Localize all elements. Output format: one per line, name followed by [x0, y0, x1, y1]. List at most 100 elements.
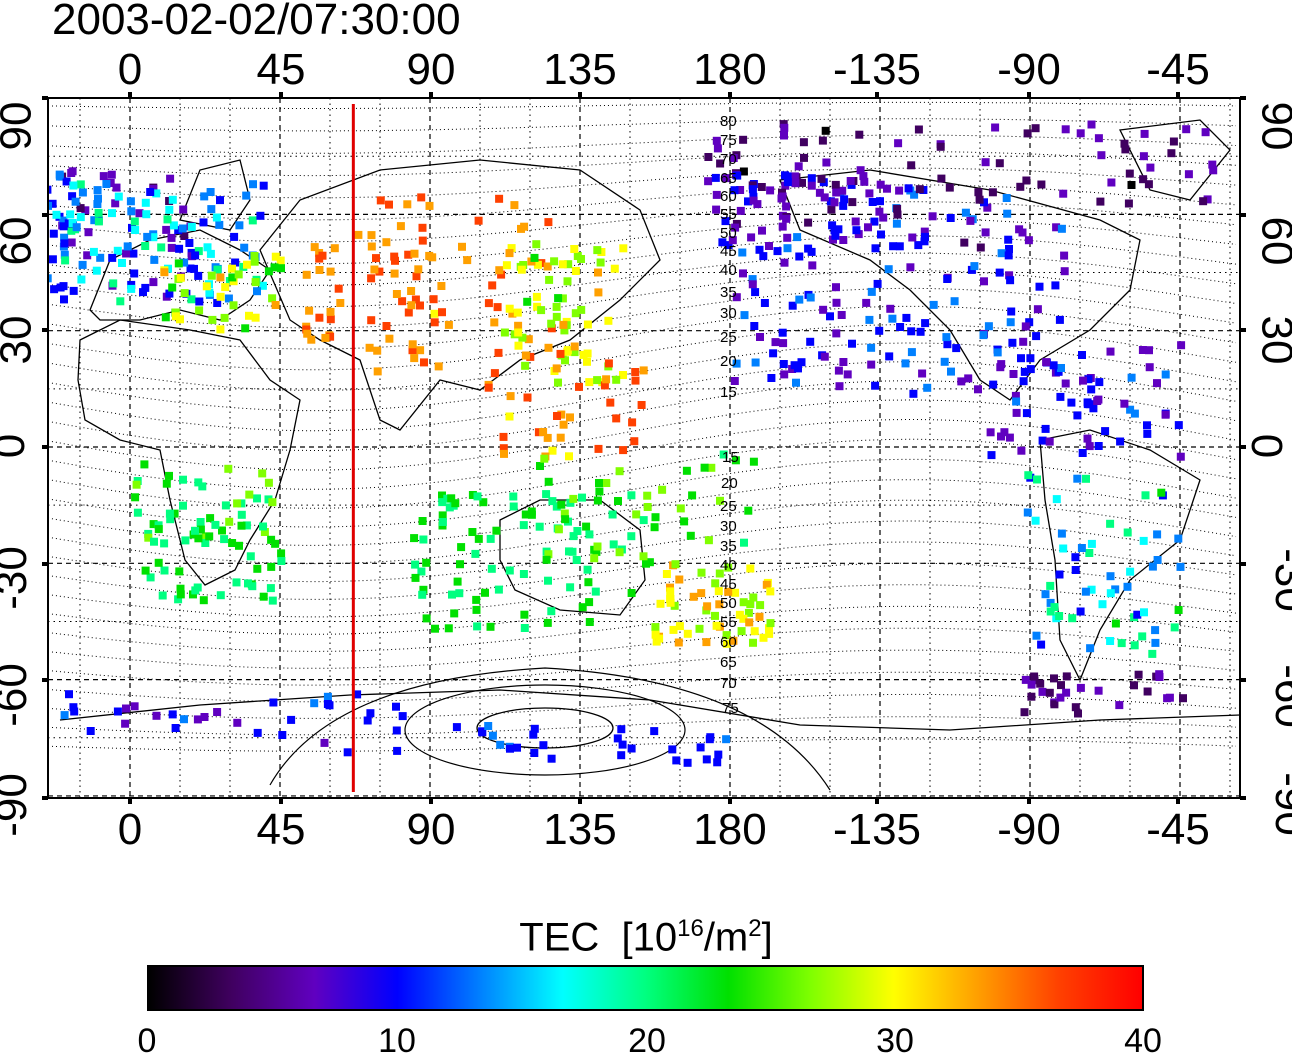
tec-cell [1184, 170, 1193, 179]
tec-cell [68, 192, 77, 201]
tec-cell [102, 180, 111, 188]
tec-cell [410, 249, 419, 258]
tec-cell [535, 522, 544, 531]
tec-cell [167, 243, 176, 252]
tec-cell [819, 305, 828, 314]
tec-cell [712, 621, 721, 630]
frame-tick [42, 562, 48, 566]
tec-cell [444, 320, 453, 329]
tec-cell [143, 232, 152, 241]
tec-cell [199, 218, 208, 227]
tec-cell [1067, 398, 1076, 407]
tec-cell [1094, 442, 1103, 450]
tec-cell [974, 188, 983, 197]
tec-cell [730, 377, 739, 385]
top-lon-tick: 135 [543, 45, 617, 94]
tec-cell [617, 751, 626, 760]
tec-cell [604, 359, 613, 368]
tec-cell [1106, 589, 1115, 598]
tec-cell [493, 303, 502, 312]
tec-cell [514, 341, 523, 350]
tec-cell [988, 188, 997, 197]
tec-cell [146, 188, 155, 196]
tec-cell [740, 538, 748, 547]
tec-cell [582, 522, 591, 531]
tec-cell [894, 139, 903, 148]
tec-cell [176, 315, 184, 324]
tec-cell [901, 359, 910, 368]
tec-cell [510, 201, 519, 210]
tec-cell [1005, 245, 1013, 253]
tec-cell [264, 478, 273, 487]
tec-cell [113, 707, 122, 716]
tec-cell [417, 567, 426, 576]
tec-cell [630, 437, 639, 446]
tec-cell [645, 558, 654, 567]
bottom-lon-tick: 45 [256, 805, 306, 854]
tec-cell [468, 528, 477, 536]
tec-cell [72, 223, 81, 232]
tec-cell [1151, 638, 1160, 647]
tec-cell [1000, 428, 1009, 437]
tec-cell [859, 172, 868, 181]
tec-cell [909, 389, 918, 398]
tec-cell [216, 292, 225, 301]
tec-cell [228, 539, 237, 547]
tec-cell [269, 698, 278, 707]
tec-cell [1031, 516, 1040, 525]
tec-cell [1005, 433, 1014, 442]
tec-cell [180, 715, 188, 724]
tec-cell [48, 255, 57, 264]
mag-lat-label: 25 [720, 498, 737, 515]
tec-cell [936, 142, 945, 151]
tec-cell [1046, 581, 1055, 590]
tec-cell [722, 631, 731, 640]
tec-cell [542, 555, 551, 564]
tec-cell [1023, 129, 1032, 138]
tec-cell [506, 392, 515, 401]
tec-cell [832, 298, 841, 307]
tec-cell [140, 460, 149, 469]
tec-cell [1143, 687, 1152, 696]
tec-cell [594, 444, 603, 453]
tec-cell [883, 184, 891, 193]
tec-cell [656, 599, 665, 608]
tec-cell [1199, 197, 1208, 206]
tec-cell [839, 201, 848, 210]
tec-cell [1140, 129, 1149, 138]
tec-cell [997, 432, 1005, 441]
tec-cell [370, 265, 379, 274]
tec-cell [1006, 276, 1015, 285]
timestamp-title: 2003-02-02/07:30:00 [52, 0, 461, 44]
tec-cell [748, 275, 757, 284]
tec-cell [570, 245, 579, 253]
bottom-lon-tick: 180 [693, 805, 767, 854]
tec-cell [554, 294, 563, 303]
tec-cell [220, 313, 229, 322]
tec-cell [77, 275, 86, 284]
tec-cell [422, 614, 431, 623]
tec-cell [191, 526, 199, 535]
tec-cell [1086, 644, 1095, 653]
tec-cell [579, 350, 588, 359]
tec-cell [552, 502, 561, 511]
tec-cell [1050, 674, 1058, 683]
frame-tick [42, 328, 48, 332]
tec-cell [594, 288, 603, 297]
tec-cell [1042, 358, 1051, 367]
tec-cell [593, 542, 602, 551]
colorbar-tick: 0 [137, 1022, 157, 1060]
tec-cell [542, 490, 551, 499]
tec-cell [250, 252, 259, 260]
colorbar-tick: 40 [1124, 1022, 1162, 1060]
tec-cell [287, 715, 296, 724]
tec-cell [920, 227, 929, 236]
tec-cell [1019, 377, 1028, 386]
tec-cell [798, 178, 806, 187]
tec-cell [711, 611, 719, 620]
tec-cell [253, 287, 261, 296]
tec-cell [176, 590, 185, 599]
tec-cell [749, 196, 758, 205]
tec-cell [976, 243, 985, 252]
tec-cell [1101, 427, 1110, 436]
